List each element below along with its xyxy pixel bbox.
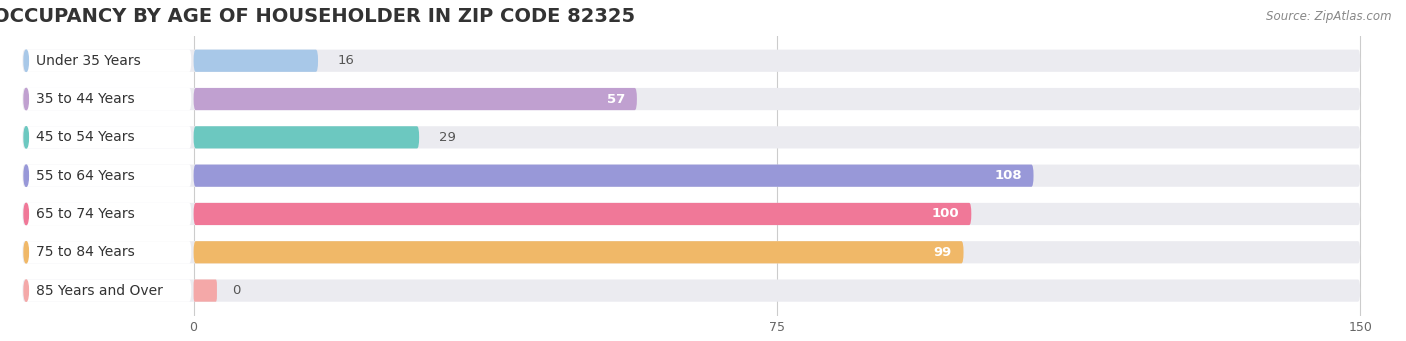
- Text: 85 Years and Over: 85 Years and Over: [37, 284, 163, 298]
- Text: 75 to 84 Years: 75 to 84 Years: [37, 245, 135, 259]
- Text: OCCUPANCY BY AGE OF HOUSEHOLDER IN ZIP CODE 82325: OCCUPANCY BY AGE OF HOUSEHOLDER IN ZIP C…: [0, 7, 636, 26]
- FancyBboxPatch shape: [194, 88, 637, 110]
- Text: 16: 16: [337, 54, 354, 67]
- Circle shape: [24, 165, 28, 186]
- Text: 45 to 54 Years: 45 to 54 Years: [37, 130, 135, 144]
- FancyBboxPatch shape: [24, 88, 191, 110]
- FancyBboxPatch shape: [194, 280, 217, 302]
- FancyBboxPatch shape: [194, 165, 1033, 187]
- FancyBboxPatch shape: [24, 280, 191, 302]
- Text: 99: 99: [934, 246, 952, 259]
- FancyBboxPatch shape: [24, 165, 191, 187]
- Text: 55 to 64 Years: 55 to 64 Years: [37, 169, 135, 183]
- FancyBboxPatch shape: [22, 88, 1360, 110]
- Circle shape: [24, 88, 28, 110]
- FancyBboxPatch shape: [22, 50, 1360, 72]
- Circle shape: [24, 203, 28, 225]
- Text: 35 to 44 Years: 35 to 44 Years: [37, 92, 135, 106]
- Text: 100: 100: [932, 207, 960, 221]
- Text: Source: ZipAtlas.com: Source: ZipAtlas.com: [1267, 10, 1392, 23]
- Text: 65 to 74 Years: 65 to 74 Years: [37, 207, 135, 221]
- Circle shape: [24, 280, 28, 301]
- FancyBboxPatch shape: [194, 203, 972, 225]
- Text: 29: 29: [439, 131, 456, 144]
- FancyBboxPatch shape: [22, 126, 1360, 148]
- FancyBboxPatch shape: [24, 203, 191, 225]
- FancyBboxPatch shape: [22, 203, 1360, 225]
- FancyBboxPatch shape: [194, 50, 318, 72]
- Text: 57: 57: [607, 92, 626, 106]
- Circle shape: [24, 242, 28, 263]
- FancyBboxPatch shape: [24, 241, 191, 263]
- Text: Under 35 Years: Under 35 Years: [37, 54, 141, 68]
- FancyBboxPatch shape: [24, 126, 191, 148]
- FancyBboxPatch shape: [22, 241, 1360, 263]
- Text: 108: 108: [994, 169, 1022, 182]
- FancyBboxPatch shape: [22, 165, 1360, 187]
- FancyBboxPatch shape: [194, 241, 963, 263]
- FancyBboxPatch shape: [194, 126, 419, 148]
- Circle shape: [24, 50, 28, 71]
- Circle shape: [24, 127, 28, 148]
- FancyBboxPatch shape: [22, 280, 1360, 302]
- FancyBboxPatch shape: [24, 50, 191, 72]
- Text: 0: 0: [232, 284, 240, 297]
